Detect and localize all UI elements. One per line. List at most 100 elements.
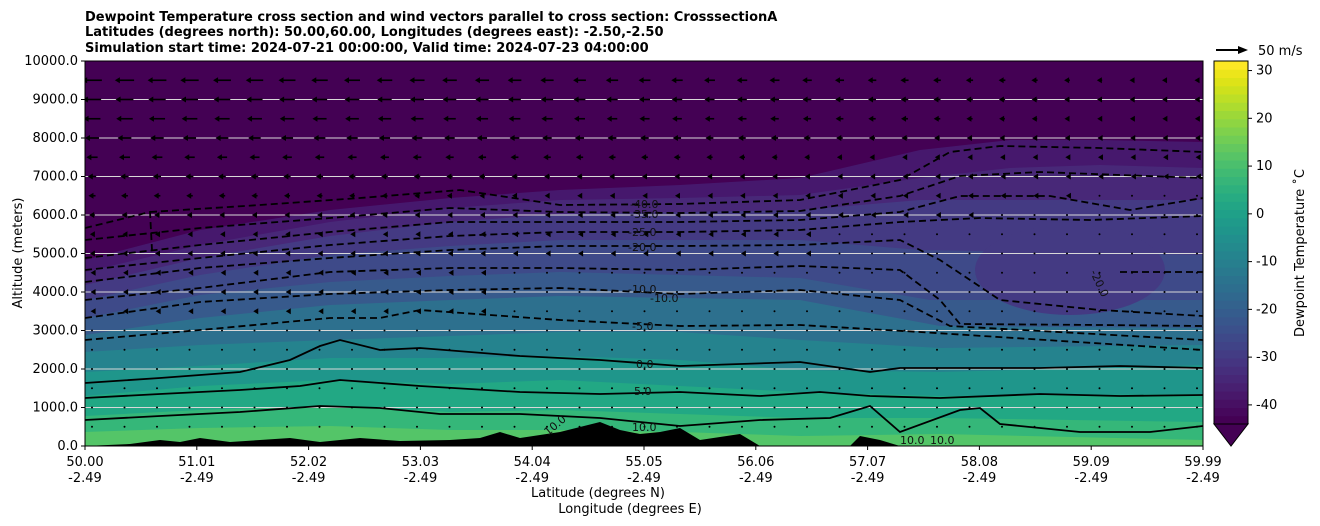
wind-vector [121, 192, 128, 199]
wind-vector [285, 231, 291, 238]
wind-vector [675, 250, 681, 257]
wind-vector [278, 77, 296, 84]
wind-vectors [85, 77, 1201, 428]
wind-vector [448, 329, 451, 332]
colorbar-swatch [1214, 242, 1248, 252]
contour-lines [85, 145, 1203, 434]
wind-vector [968, 192, 974, 199]
wind-vector [903, 348, 906, 351]
wind-vector [1129, 77, 1135, 84]
cold-pocket [975, 225, 1165, 315]
wind-vector [1066, 406, 1068, 409]
colorbar-swatch [1214, 85, 1248, 95]
wind-vector [540, 77, 554, 84]
wind-vector [350, 231, 356, 238]
wind-vector [773, 212, 779, 218]
wind-vector [252, 212, 258, 218]
wind-vector [1066, 368, 1068, 370]
x-tick-lon: -2.49 [292, 471, 326, 486]
colorbar-tick-label: -10 [1256, 255, 1277, 270]
wind-vector [115, 96, 134, 103]
wind-vector [838, 329, 841, 332]
wind-vector [286, 329, 288, 332]
wind-vector [1196, 233, 1198, 236]
wind-vector [376, 77, 393, 84]
wind-vector [448, 368, 451, 370]
wind-vector [546, 425, 548, 428]
wind-vector [545, 250, 551, 257]
x-axis: 50.00-2.4951.01-2.4952.02-2.4953.03-2.49… [66, 446, 1222, 486]
wind-vector [155, 289, 161, 295]
wind-vector [707, 173, 713, 180]
wind-vector [838, 252, 841, 255]
wind-vector [802, 96, 812, 103]
wind-vector [508, 96, 521, 103]
wind-vector [383, 368, 386, 370]
contour-minus5 [85, 309, 1203, 351]
x-tick-lat: 54.04 [514, 455, 551, 470]
wind-vector [351, 387, 353, 390]
wind-vector [903, 212, 909, 218]
wind-vector [934, 154, 940, 161]
wind-vector [1000, 173, 1006, 180]
wind-vector [148, 96, 166, 103]
wind-vector [318, 387, 321, 390]
wind-vector [318, 425, 321, 428]
wind-vector [123, 269, 129, 276]
wind-vector [351, 329, 353, 332]
wind-vector [1196, 194, 1198, 197]
colorbar-tick-label: 0 [1256, 207, 1264, 222]
wind-vector [1033, 173, 1039, 180]
wind-vector [220, 289, 226, 295]
title-line-2: Latitudes (degrees north): 50.00,60.00, … [85, 25, 664, 40]
wind-vector [508, 115, 521, 122]
wind-vector [1163, 425, 1166, 428]
wind-vector [804, 173, 810, 180]
x-tick-lon: -2.49 [68, 471, 102, 486]
colorbar-swatch [1214, 341, 1248, 351]
wind-vector [448, 269, 454, 276]
wind-vector [806, 329, 808, 332]
contour-label: -25.0 [628, 226, 656, 239]
x-axis-label-2: Longitude (degrees E) [558, 502, 702, 517]
wind-vector [150, 135, 164, 141]
wind-vector [1098, 348, 1101, 351]
wind-vector [966, 115, 973, 122]
wind-vector [155, 269, 161, 276]
x-tick-lat: 58.08 [961, 455, 998, 470]
wind-vector [1196, 406, 1198, 409]
wind-vector [116, 115, 133, 122]
wind-vector [253, 289, 259, 295]
wind-vector [1098, 291, 1101, 293]
wind-vector [416, 368, 418, 370]
wind-vector [382, 231, 388, 238]
wind-vector [188, 329, 191, 332]
wind-vector [1033, 387, 1036, 390]
wind-vector [999, 135, 1005, 141]
wind-vector [1001, 233, 1003, 236]
wind-vector [638, 77, 651, 84]
wind-vector [1131, 271, 1133, 274]
wind-vector [611, 310, 613, 313]
wind-vector [247, 115, 262, 122]
wind-vector [214, 115, 230, 122]
wind-vector [966, 96, 973, 103]
x-tick-lon: -2.49 [1074, 471, 1108, 486]
wind-vector [121, 212, 128, 218]
wind-vector [1098, 194, 1101, 197]
wind-vector [838, 233, 841, 236]
wind-vector [122, 231, 128, 238]
wind-vector [542, 135, 552, 141]
wind-vector [188, 368, 191, 370]
wind-vector [968, 329, 971, 332]
wind-vector [903, 406, 906, 409]
wind-vector [253, 348, 256, 351]
wind-vector [481, 425, 483, 428]
quiver-key-label: 50 m/s [1258, 44, 1303, 59]
wind-vector [868, 96, 876, 103]
wind-vector [1066, 329, 1068, 332]
wind-vector [314, 154, 325, 161]
wind-vector [968, 310, 971, 313]
colorbar-tick-label: -40 [1256, 398, 1277, 413]
wind-vector [446, 192, 453, 199]
